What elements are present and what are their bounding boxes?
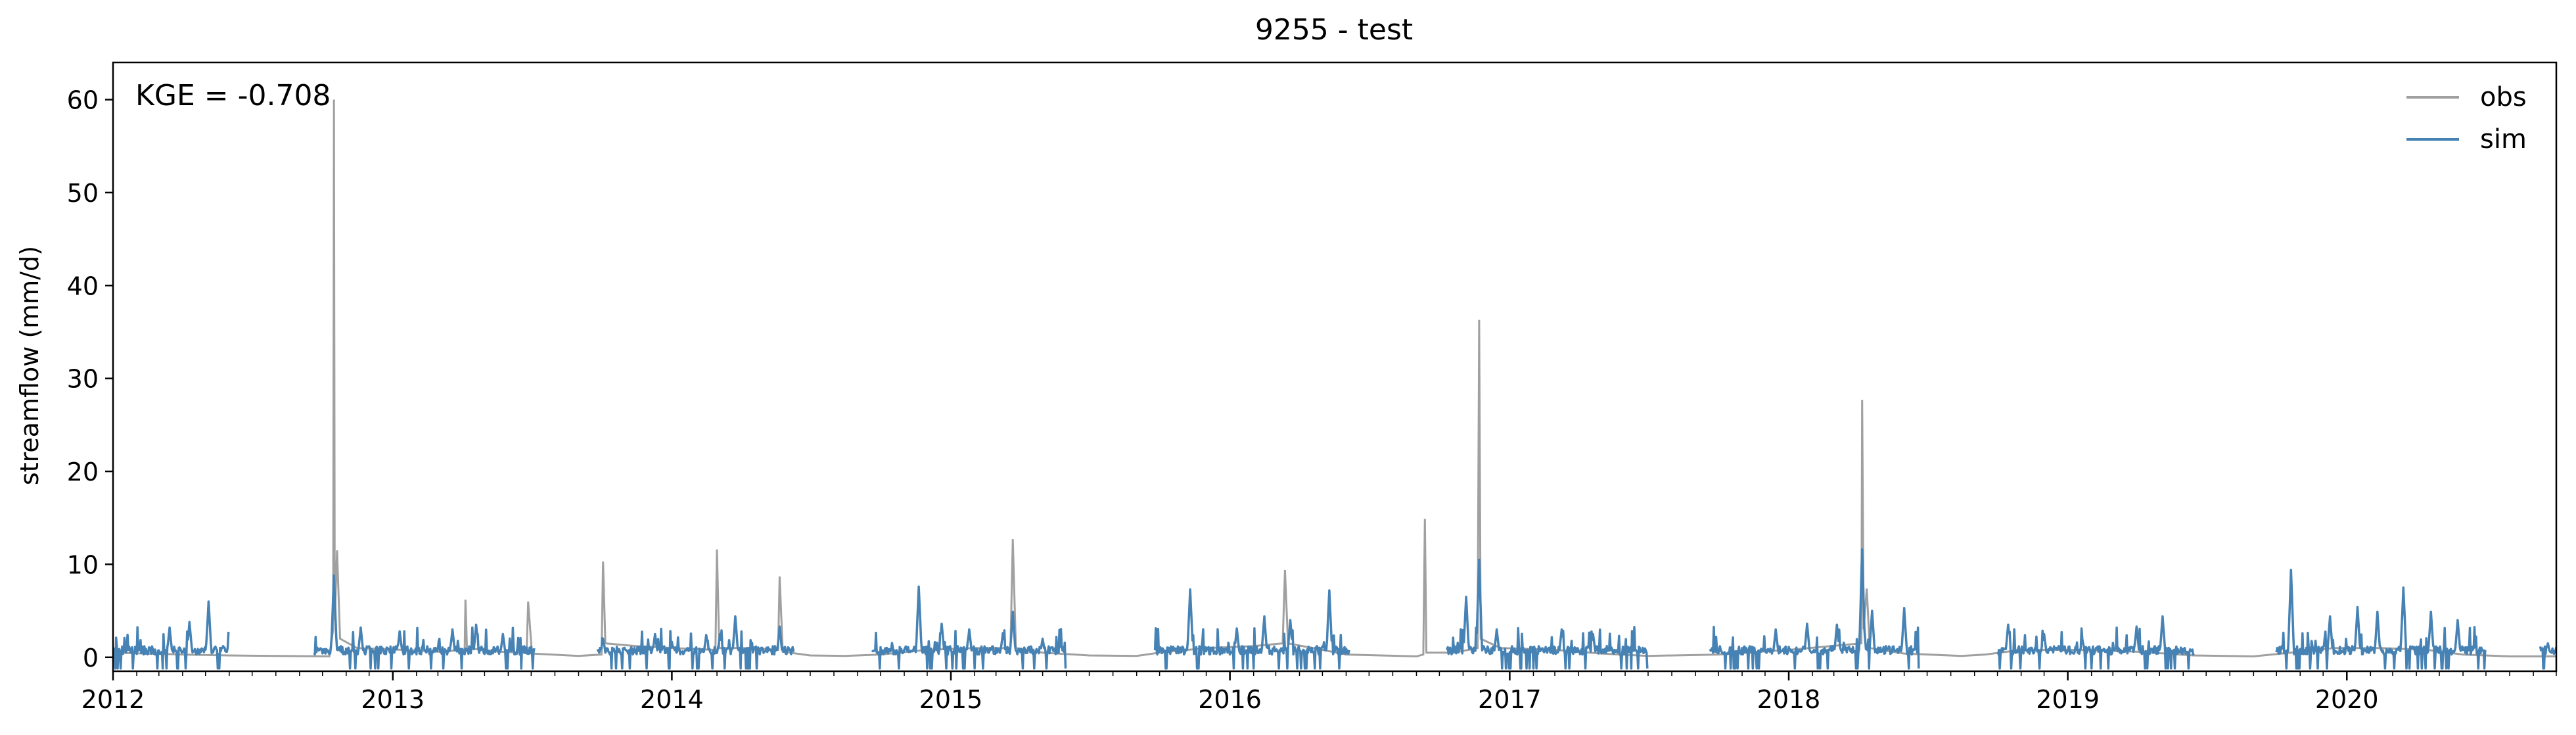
sim-series-line	[1446, 558, 1649, 670]
chart-title: 9255 - test	[1255, 13, 1413, 47]
legend: obs sim	[2406, 82, 2527, 154]
x-tick-label: 2017	[1478, 685, 1542, 714]
y-axis-label: streamflow (mm/d)	[15, 246, 44, 485]
sim-series-line	[313, 574, 536, 670]
x-tick-label: 2015	[919, 685, 983, 714]
sim-series-line	[2539, 642, 2556, 670]
x-tick-label: 2012	[81, 685, 145, 714]
y-tick-label: 40	[67, 272, 99, 300]
sim-series-line	[871, 585, 1067, 670]
sim-series-line	[113, 600, 230, 670]
x-tick-label: 2019	[2036, 685, 2100, 714]
x-tick-label: 2020	[2315, 685, 2379, 714]
y-tick-label: 50	[67, 179, 99, 208]
sim-series-line	[2275, 569, 2487, 670]
legend-obs-label: obs	[2480, 82, 2527, 112]
legend-sim-label: sim	[2480, 124, 2527, 154]
y-tick-label: 0	[83, 644, 99, 673]
y-tick-label: 60	[67, 86, 99, 115]
y-tick-label: 10	[67, 550, 99, 579]
y-tick-label: 20	[67, 458, 99, 486]
kge-annotation: KGE = -0.708	[135, 79, 331, 112]
sim-series-line	[1997, 615, 2195, 670]
sim-series-line	[1153, 588, 1350, 670]
y-tick-label: 30	[67, 365, 99, 394]
plot-frame	[112, 61, 2558, 673]
x-tick-label: 2016	[1198, 685, 1262, 714]
x-tick-label: 2013	[361, 685, 425, 714]
sim-series-line	[1709, 548, 1920, 670]
x-tick-label: 2018	[1757, 685, 1821, 714]
x-tick-label: 2014	[640, 685, 704, 714]
sim-series-line	[596, 615, 795, 670]
